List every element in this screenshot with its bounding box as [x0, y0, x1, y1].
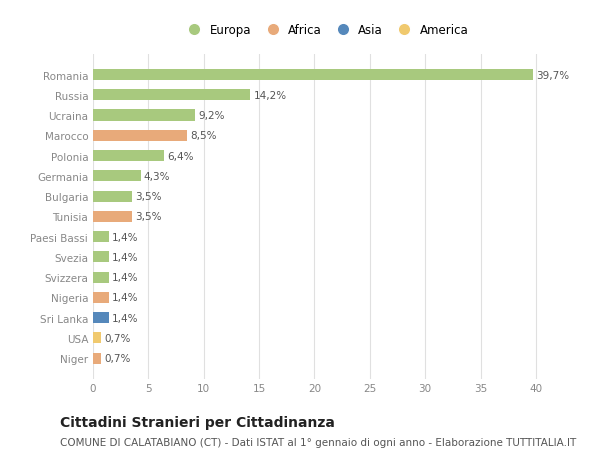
- Bar: [93, 90, 250, 101]
- Text: 39,7%: 39,7%: [536, 70, 569, 80]
- Bar: [93, 353, 101, 364]
- Text: COMUNE DI CALATABIANO (CT) - Dati ISTAT al 1° gennaio di ogni anno - Elaborazion: COMUNE DI CALATABIANO (CT) - Dati ISTAT …: [60, 437, 576, 447]
- Legend: Europa, Africa, Asia, America: Europa, Africa, Asia, America: [178, 19, 473, 41]
- Text: 4,3%: 4,3%: [144, 172, 170, 181]
- Text: 1,4%: 1,4%: [112, 232, 139, 242]
- Bar: [93, 171, 140, 182]
- Bar: [93, 333, 101, 344]
- Bar: [93, 130, 187, 141]
- Text: 0,7%: 0,7%: [104, 353, 130, 364]
- Text: 14,2%: 14,2%: [254, 90, 287, 101]
- Text: Cittadini Stranieri per Cittadinanza: Cittadini Stranieri per Cittadinanza: [60, 415, 335, 429]
- Text: 3,5%: 3,5%: [135, 212, 161, 222]
- Text: 1,4%: 1,4%: [112, 313, 139, 323]
- Text: 9,2%: 9,2%: [198, 111, 224, 121]
- Text: 3,5%: 3,5%: [135, 192, 161, 202]
- Text: 1,4%: 1,4%: [112, 293, 139, 303]
- Bar: [93, 110, 195, 121]
- Bar: [93, 151, 164, 162]
- Text: 8,5%: 8,5%: [190, 131, 217, 141]
- Bar: [93, 252, 109, 263]
- Bar: [93, 231, 109, 243]
- Bar: [93, 191, 132, 202]
- Text: 1,4%: 1,4%: [112, 273, 139, 283]
- Bar: [93, 211, 132, 223]
- Text: 6,4%: 6,4%: [167, 151, 194, 161]
- Bar: [93, 70, 533, 81]
- Bar: [93, 313, 109, 324]
- Bar: [93, 292, 109, 303]
- Text: 0,7%: 0,7%: [104, 333, 130, 343]
- Bar: [93, 272, 109, 283]
- Text: 1,4%: 1,4%: [112, 252, 139, 262]
